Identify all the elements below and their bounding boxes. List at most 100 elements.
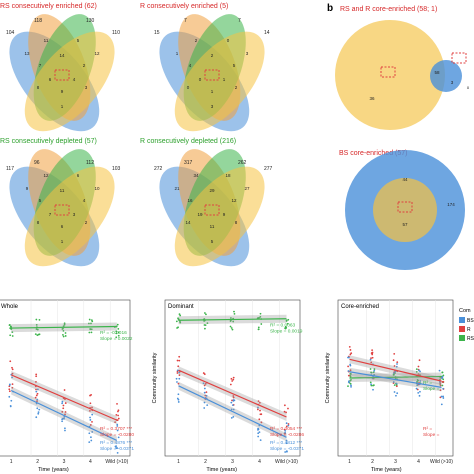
data-point [441, 371, 444, 374]
data-point [203, 312, 206, 314]
green-r2: R² = 0.0063 [270, 322, 296, 328]
data-point [395, 382, 398, 385]
x-tick-label: 1 [10, 459, 13, 465]
regression-line [11, 325, 117, 329]
data-point [205, 391, 208, 394]
data-point [90, 322, 92, 325]
data-point [35, 373, 38, 376]
data-point [287, 318, 290, 321]
data-point [88, 318, 91, 321]
legend-label: R [467, 327, 471, 333]
data-point [285, 422, 288, 425]
data-point [178, 374, 181, 376]
legend: Com BS R RS [459, 308, 474, 342]
region-count: 7 [39, 63, 42, 68]
data-point [233, 310, 235, 313]
blue-r2: R² = 0.4876 *** [100, 440, 132, 446]
data-point [285, 425, 288, 428]
data-point [36, 407, 39, 410]
regression-line [349, 371, 442, 388]
data-point [372, 384, 375, 387]
data-point [9, 327, 12, 330]
data-point [395, 394, 397, 397]
data-point [61, 420, 64, 423]
data-point [415, 370, 418, 373]
data-point [8, 383, 11, 386]
set-rs [335, 20, 445, 130]
region-count: 9 [223, 212, 226, 217]
data-point [259, 439, 262, 441]
data-point [439, 378, 441, 381]
data-point [37, 333, 40, 336]
data-point [419, 370, 421, 373]
data-point [440, 395, 443, 398]
data-point [36, 400, 38, 403]
data-point [35, 323, 38, 326]
data-point [91, 420, 93, 423]
red-slope: Slope = -0.0286 [270, 432, 304, 438]
data-point [11, 335, 14, 337]
data-point [203, 384, 206, 387]
region-count: 4 [83, 198, 86, 203]
region-count: 18 [225, 173, 231, 178]
data-point [206, 404, 209, 407]
region-count: 1 [61, 239, 64, 244]
set-count: 110 [112, 30, 120, 36]
data-point [419, 390, 421, 393]
data-point [177, 365, 180, 368]
data-point [232, 415, 235, 418]
data-point [64, 413, 66, 416]
data-point [9, 360, 12, 363]
data-point [347, 365, 350, 368]
region-count: 2 [83, 63, 86, 68]
data-point [89, 424, 92, 426]
data-point [204, 382, 207, 385]
red-r2: R² = 0.3054 *** [270, 426, 302, 432]
venn-rs-enriched: RS consecutively enriched (62) 13 11 5 1… [0, 3, 120, 132]
data-point [91, 413, 94, 416]
data-point [347, 374, 350, 377]
data-point [347, 381, 350, 384]
data-point [8, 390, 11, 393]
data-point [349, 369, 352, 372]
data-point [257, 406, 259, 409]
data-point [417, 379, 420, 382]
x-tick-label: Wild (>10) [105, 459, 128, 465]
data-point [176, 397, 179, 400]
data-point [38, 408, 41, 411]
highlight-box [204, 204, 220, 216]
region-count: 4 [73, 77, 76, 82]
region-count: 4 [189, 63, 192, 68]
region-count: 6 [77, 173, 80, 178]
set-4 [24, 166, 115, 267]
region-count: 29 [209, 188, 215, 193]
data-point [34, 333, 37, 336]
data-point [418, 369, 420, 372]
region-count: 0 [227, 38, 230, 43]
venn-title: RS consecutively enriched (62) [0, 3, 97, 10]
red-r2: R² = [423, 426, 432, 432]
blue-slope: Slope = -0.0371 [270, 446, 304, 452]
x-tick-label: 2 [204, 459, 207, 465]
data-point [35, 388, 37, 391]
set-count: 272 [154, 166, 163, 172]
data-point [117, 436, 120, 439]
data-point [115, 445, 118, 448]
data-point [442, 397, 445, 399]
region-count: 27 [244, 186, 250, 191]
data-point [347, 370, 350, 372]
data-point [8, 323, 11, 326]
region-count: 21 [174, 186, 180, 191]
region-count: 0 [199, 77, 202, 82]
green-r2: R² = [423, 380, 432, 386]
data-point [61, 400, 64, 403]
data-point [203, 401, 206, 404]
set-count: 130 [86, 18, 95, 24]
data-point [202, 382, 205, 385]
data-point [419, 380, 422, 382]
data-point [90, 331, 93, 334]
data-point [442, 378, 445, 381]
data-point [441, 377, 443, 379]
data-point [116, 447, 119, 449]
data-point [229, 325, 232, 328]
